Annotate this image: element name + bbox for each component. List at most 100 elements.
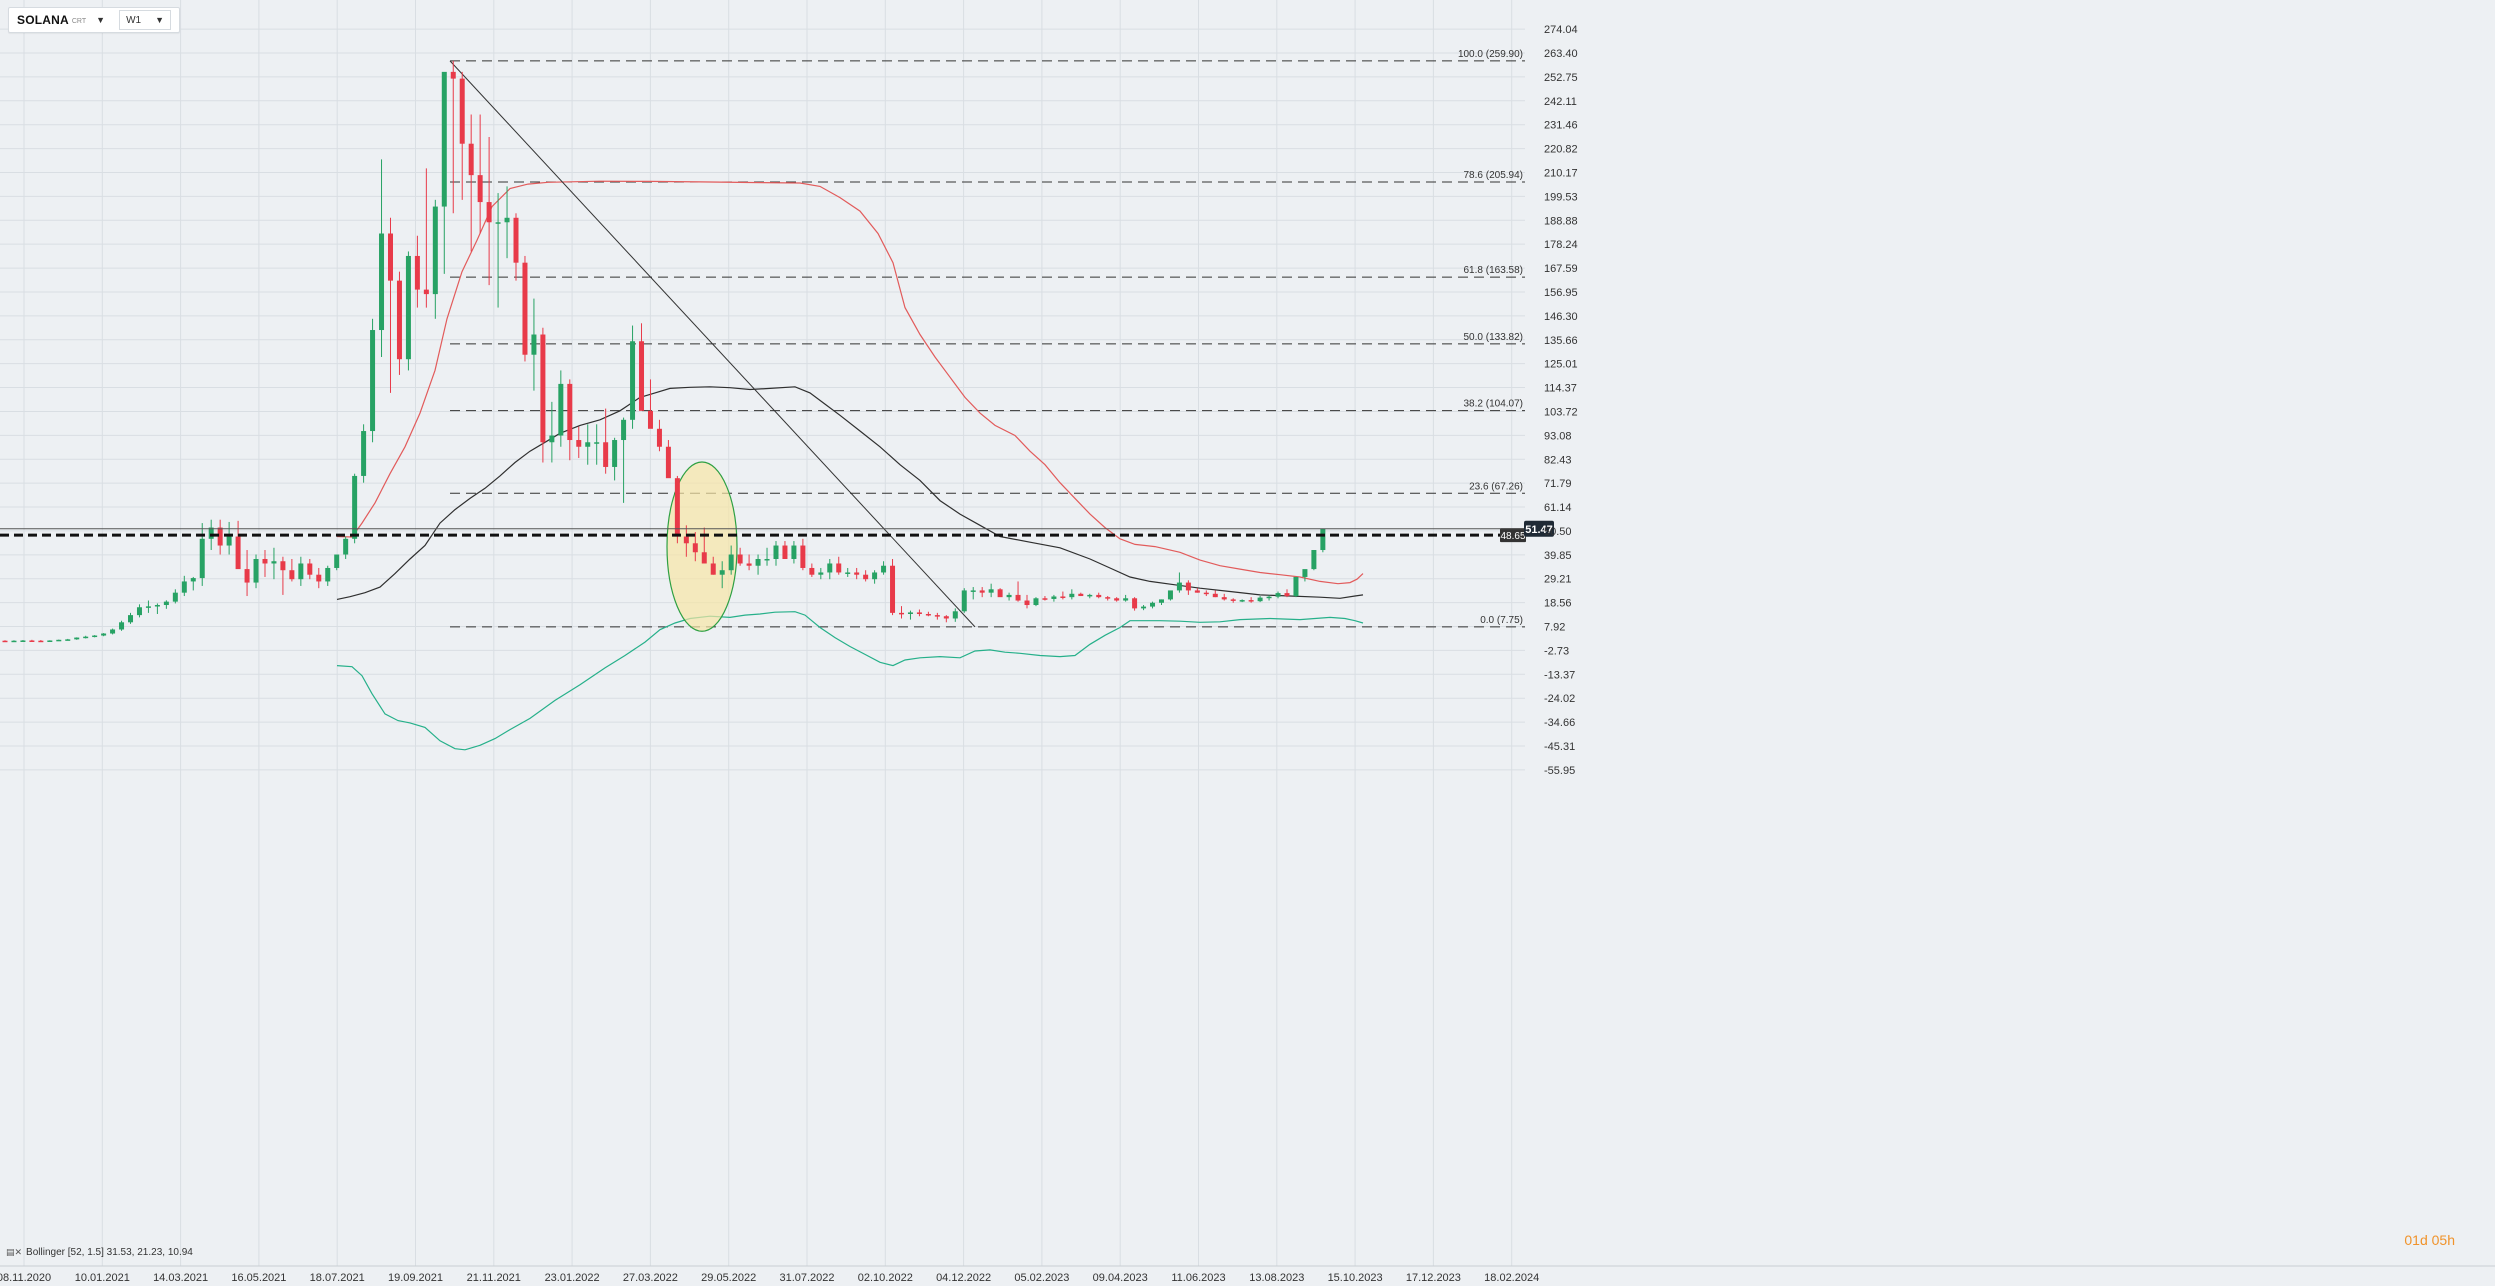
price-tick-label: 146.30 [1544,311,1578,323]
candle-body [665,446,671,479]
candle-body [307,563,313,575]
candle-body [316,574,322,582]
price-axis[interactable]: 274.04 263.40 252.75 242.11 231.46 220.82 210.… [1544,24,1578,777]
time-tick-label: 04.12.2022 [936,1272,991,1284]
symbol-dropdown-icon[interactable]: ▼ [96,15,106,25]
fib-level-label: 38.2 (104.07) [1464,399,1524,410]
reference-level-label: 48.65 [1500,531,1525,542]
price-tick-label: 50.50 [1544,526,1572,538]
middle-band-line [336,386,1364,600]
symbol-name: SOLANA [17,13,69,27]
price-tick-label: 71.79 [1544,478,1572,490]
candle-body [630,341,636,420]
candle-body [11,640,17,643]
price-tick-label: 178.24 [1544,239,1578,251]
candle-body [1248,600,1254,602]
time-tick-label: 11.06.2023 [1171,1272,1225,1284]
candle-body [441,71,447,207]
time-tick-label: 17.12.2023 [1406,1272,1461,1284]
candle-body [181,581,187,593]
indicator-legend-text: Bollinger [52, 1.5] 31.53, 21.23, 10.94 [26,1247,193,1258]
price-tick-label: 156.95 [1544,287,1578,299]
price-tick-label: -2.73 [1544,645,1569,657]
candle-body [719,570,725,575]
candle-body [1096,594,1102,598]
price-tick-label: 125.01 [1544,359,1578,371]
candle-body [845,572,851,574]
candle-body [450,71,456,79]
time-axis[interactable]: 08.11.2020 10.01.2021 14.03.2021 16.05.2021… [0,1272,1539,1284]
price-tick-label: 135.66 [1544,335,1578,347]
candle-body [217,527,223,546]
candle-body [612,440,618,467]
candle-body [432,206,438,295]
symbol-selector[interactable]: SOLANA CRT ▼ W1 ▼ [8,7,180,33]
candle-body [863,574,869,580]
candle-body [119,622,125,630]
candle-body [513,217,519,263]
candle-body [558,383,564,436]
candle-body [674,478,680,537]
candle-body [110,629,116,634]
candle-body [2,640,8,643]
candle-body [585,442,591,447]
candle-body [1060,596,1066,598]
candle-body [764,558,770,561]
time-tick-label: 02.10.2022 [858,1272,913,1284]
candle-body [199,538,205,579]
candle-body [881,565,887,573]
candle-body [1212,593,1218,598]
candle-body [136,607,142,616]
current-price-label: 51.47 [1525,524,1553,536]
candle-body [692,543,698,553]
candle-body [1284,593,1290,597]
candle-body [468,143,474,176]
candle-body [773,545,779,559]
candle-body [361,431,367,476]
candle-body [656,428,662,447]
candle-body [710,563,716,575]
candle-body [1141,606,1147,609]
candle-body [1185,582,1191,591]
candle-body [1051,596,1057,599]
time-tick-label: 15.10.2023 [1328,1272,1383,1284]
indicator-settings-icon[interactable]: ▤✕ [6,1247,23,1257]
highlight-ellipse [666,461,738,632]
candle-body [235,536,241,570]
candle-body [253,558,259,583]
fib-level-label: 50.0 (133.82) [1464,332,1524,343]
candle-body [1033,598,1039,606]
timeframe-label: W1 [126,14,142,26]
fib-level-label: 78.6 (205.94) [1464,170,1524,181]
candle-body [334,554,340,568]
candle-body [531,334,537,355]
candle-body [1266,596,1272,599]
candle-body [65,639,71,641]
candle-body [379,233,385,331]
timeframe-selector[interactable]: W1 ▼ [119,10,171,30]
candle-body [979,590,985,593]
candle-body [1150,602,1156,607]
candle-body [405,255,411,360]
candle-body [145,606,151,608]
candle-body [1087,594,1093,597]
reference-level-badge [1500,528,1526,543]
candle-body [1114,598,1120,601]
candle-body [916,612,922,614]
candle-body [1230,599,1236,601]
time-tick-label: 31.07.2022 [779,1272,834,1284]
candle-body [495,222,501,224]
time-tick-label: 29.05.2022 [701,1272,756,1284]
price-tick-label: 29.21 [1544,574,1572,586]
candle-body [621,419,627,441]
indicator-legend: ▤✕ Bollinger [52, 1.5] 31.53, 21.23, 10.… [6,1247,193,1258]
candle-body [746,563,752,566]
candle-body [154,605,160,607]
candle-body [271,561,277,564]
candle-body [1239,600,1245,602]
candle-body [1320,528,1326,551]
price-tick-label: -45.31 [1544,741,1575,753]
candle-body [872,572,878,580]
candle-body [172,592,178,602]
